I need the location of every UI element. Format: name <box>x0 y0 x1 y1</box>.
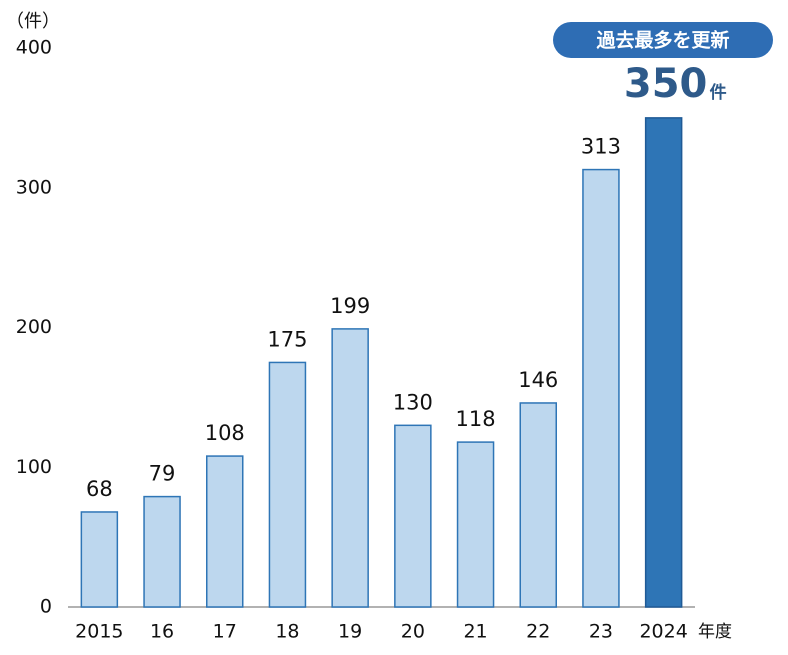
value-label: 199 <box>330 294 370 318</box>
bar <box>143 495 181 608</box>
bar <box>456 441 495 608</box>
bar <box>519 402 557 608</box>
y-tick-label: 400 <box>16 37 52 59</box>
value-label: 313 <box>581 135 621 159</box>
callout-text: 過去最多を更新 <box>596 29 729 52</box>
value-label: 68 <box>86 477 113 501</box>
bar <box>644 117 683 608</box>
y-axis-label: （件） <box>6 11 60 32</box>
y-tick-label: 0 <box>40 596 52 618</box>
bar <box>331 328 369 608</box>
y-tick-label: 300 <box>16 176 52 198</box>
value-label: 350 <box>624 61 708 107</box>
value-label: 118 <box>456 407 496 431</box>
value-label: 79 <box>149 462 176 486</box>
x-tick-label: 22 <box>526 621 550 643</box>
y-tick-label: 100 <box>16 456 52 478</box>
bar <box>268 361 307 608</box>
y-tick-label: 200 <box>16 316 52 338</box>
bar <box>582 168 620 608</box>
x-tick-label: 19 <box>338 621 362 643</box>
x-tick-label: 17 <box>213 621 237 643</box>
x-tick-label: 21 <box>463 621 487 643</box>
x-tick-label: 20 <box>401 621 425 643</box>
value-label: 130 <box>393 390 433 414</box>
bar <box>394 424 432 608</box>
value-label: 108 <box>205 421 245 445</box>
value-label: 146 <box>518 368 558 392</box>
bar <box>206 455 244 608</box>
x-tick-label: 2024 <box>639 621 687 643</box>
x-axis-label: 年度 <box>698 622 732 642</box>
x-tick-label: 23 <box>589 621 613 643</box>
value-label: 175 <box>267 327 307 351</box>
value-unit: 件 <box>710 82 727 103</box>
x-tick-label: 16 <box>150 621 174 643</box>
x-tick-label: 18 <box>275 621 299 643</box>
bar <box>80 511 119 608</box>
callout-box <box>553 22 773 58</box>
x-tick-label: 2015 <box>75 621 123 643</box>
